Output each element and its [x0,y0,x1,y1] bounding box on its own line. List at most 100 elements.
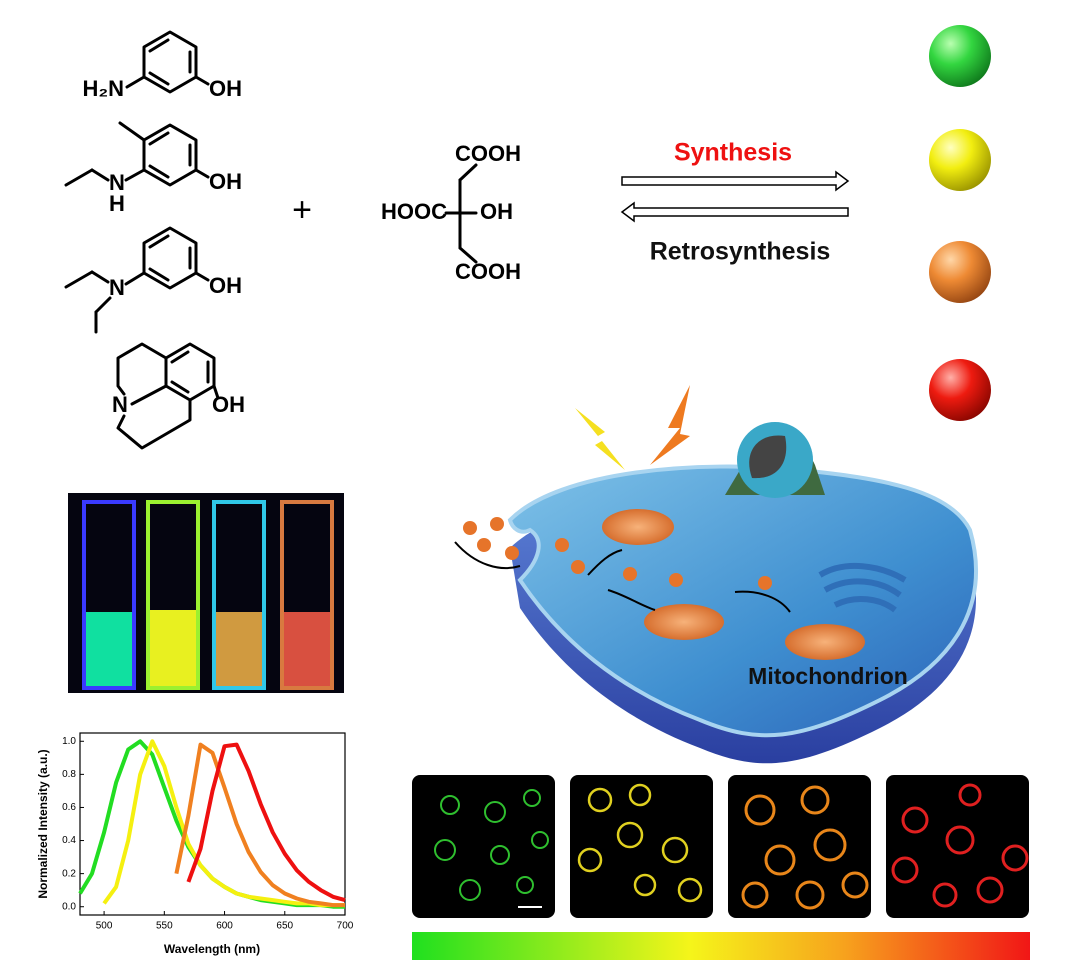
bond [125,75,146,89]
atom-label: COOH [455,141,521,166]
bond [148,234,170,249]
atom-label: OH [212,392,245,417]
x-tick-label: 550 [156,921,173,932]
mitochondrion [785,624,865,660]
y-tick-label: 0.6 [62,802,76,813]
bond [90,270,110,284]
atom-label: N [109,170,125,195]
image-panel [570,775,713,918]
dot [477,538,491,552]
bond [148,164,170,179]
cuvette [212,500,266,690]
image-panel [412,775,555,918]
mitochondrion-label: Mitochondrion [748,663,908,689]
atom-label: H₂N [82,76,124,101]
yellow-dot [929,129,991,191]
arrow [454,541,521,570]
solution [86,612,132,686]
bond [170,380,190,394]
image-panel [728,775,871,918]
mitochondrion [602,509,674,545]
mitochondrion [644,604,724,640]
ring [142,30,198,94]
y-tick-label: 0.8 [62,769,76,780]
x-tick-label: 700 [337,921,354,932]
arrow [587,549,623,576]
reaction-arrows: Synthesis Retrosynthesis [620,139,850,266]
bond [148,131,170,146]
bond [458,163,478,182]
dot [669,573,683,587]
atom-label: N [112,392,128,417]
lightning [575,408,625,470]
plot-frame [79,732,346,916]
series-line [186,742,346,903]
y-tick-label: 0.0 [62,901,76,912]
x-axis-label: Wavelength (nm) [164,942,260,956]
bond [212,384,220,400]
bond [170,350,190,364]
solution [284,612,330,686]
nucleolus [749,435,787,479]
y-tick-label: 1.0 [62,736,76,747]
series-line [78,739,345,909]
cuvette-photo [68,493,344,693]
bond [124,168,146,182]
atom-label: COOH [455,259,521,284]
ring [116,398,192,450]
molecule: N H OH [64,121,242,216]
bond [148,267,170,282]
atom-label: OH [480,199,513,224]
cells [741,785,869,910]
cuvette [82,500,136,690]
bond [130,384,168,406]
molecule: N OH [64,226,242,334]
series-line [174,742,345,908]
bond [64,168,94,187]
bond [124,271,146,286]
red-dot [929,359,991,421]
atom-label: OH [209,76,242,101]
bond [90,168,110,182]
ring [142,226,198,290]
lightning [650,385,690,465]
image-panel [886,775,1029,918]
bond [148,71,170,86]
green-dot [929,25,991,87]
bond [458,246,478,264]
molecule: H₂N OH [82,30,242,101]
cell-illustration: Mitochondrion [454,385,978,764]
x-tick-label: 500 [96,921,113,932]
dot [505,546,519,560]
bond [94,296,112,314]
bond [118,121,146,142]
dot [555,538,569,552]
orange-dot [929,241,991,303]
dot [571,560,585,574]
y-axis-label: Normalized Intensity (a.u.) [36,749,50,898]
ring [116,342,168,396]
molecule: N OH [112,342,245,450]
spectra-chart: Wavelength (nm) Normalized Intensity (a.… [36,732,354,956]
atom-label: N [109,275,125,300]
cuvette [280,500,334,690]
confocal-images [412,775,1029,918]
bond [64,270,94,289]
solution [150,610,196,686]
arrow [607,589,656,611]
cells [577,783,703,903]
bond [148,38,170,53]
atom-label: HOOC [381,199,447,224]
atom-label: OH [209,273,242,298]
x-tick-label: 600 [216,921,233,932]
molecule: COOH HOOC OH COOH [381,141,521,284]
arrow [734,590,791,613]
solution [216,612,262,686]
golgi [818,562,907,613]
y-tick-label: 0.4 [62,835,76,846]
ring [142,123,198,187]
plus-sign: + [292,191,312,229]
forward-arrow [621,170,850,192]
bond [194,168,210,179]
